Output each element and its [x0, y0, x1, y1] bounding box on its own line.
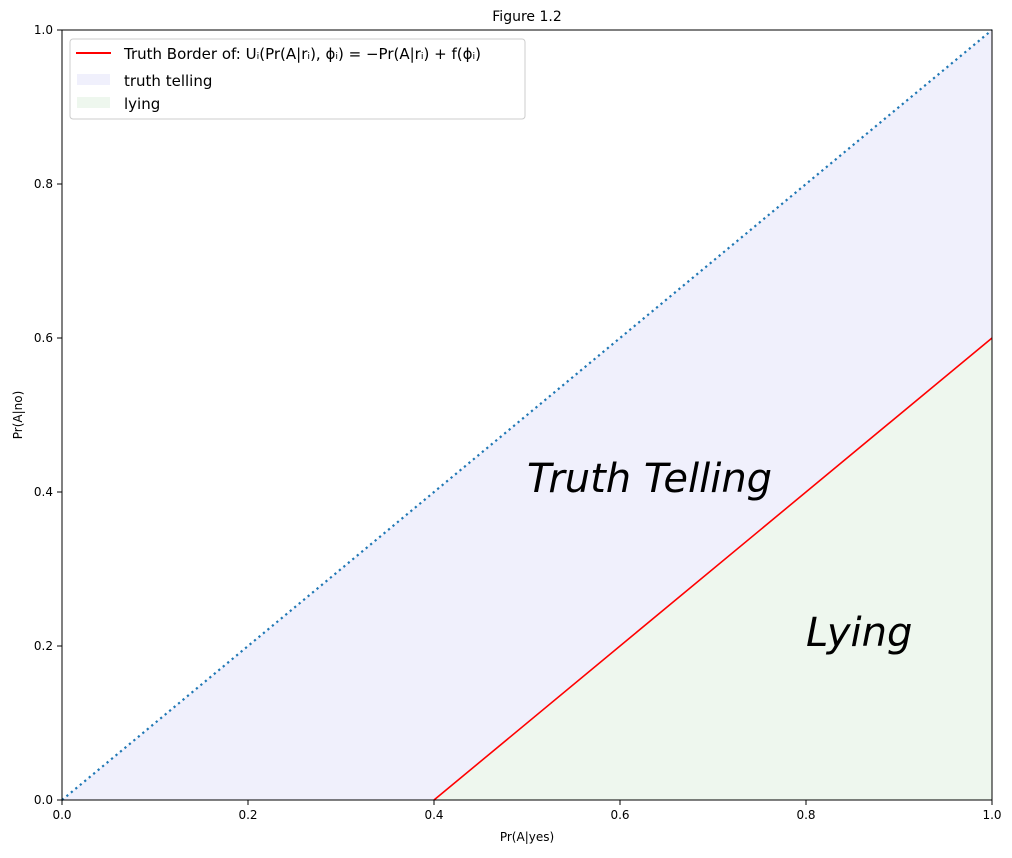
x-tick-label: 0.4 [424, 808, 443, 822]
y-tick-label: 0.4 [34, 485, 53, 499]
legend-box [69, 38, 526, 120]
annotation-truth-telling: Truth Telling [527, 456, 772, 502]
x-tick-label: 0.8 [796, 808, 815, 822]
y-tick-label: 0.8 [34, 177, 53, 191]
annotation-lying: Lying [806, 610, 912, 656]
x-tick-label: 1.0 [982, 808, 1001, 822]
x-tick-label: 0.6 [610, 808, 629, 822]
legend-swatch-truth-telling [77, 74, 110, 85]
y-axis-label: Pr(A|no) [11, 391, 25, 440]
legend-label-truth-border: Truth Border of: Uᵢ(Pr(A|rᵢ), ϕᵢ) = −Pr(… [123, 45, 481, 63]
diagonal-dotted-line [61, 29, 993, 801]
y-tick-label: 1.0 [34, 23, 53, 37]
legend: Truth Border of: Uᵢ(Pr(A|rᵢ), ϕᵢ) = −Pr(… [69, 38, 526, 120]
chart-title: Figure 1.2 [492, 9, 561, 25]
y-tick-label: 0.6 [34, 331, 53, 345]
y-tick-label: 0.0 [34, 793, 53, 807]
x-axis-label: Pr(A|yes) [500, 830, 554, 844]
legend-label-truth-telling: truth telling [124, 72, 212, 90]
y-tick-label: 0.2 [34, 639, 53, 653]
truth-border-line [433, 337, 993, 801]
legend-swatch-lying [77, 97, 110, 108]
x-tick-label: 0.2 [238, 808, 257, 822]
x-tick-label: 0.0 [52, 808, 71, 822]
plot-frame [61, 29, 993, 801]
legend-label-lying: lying [124, 95, 160, 113]
